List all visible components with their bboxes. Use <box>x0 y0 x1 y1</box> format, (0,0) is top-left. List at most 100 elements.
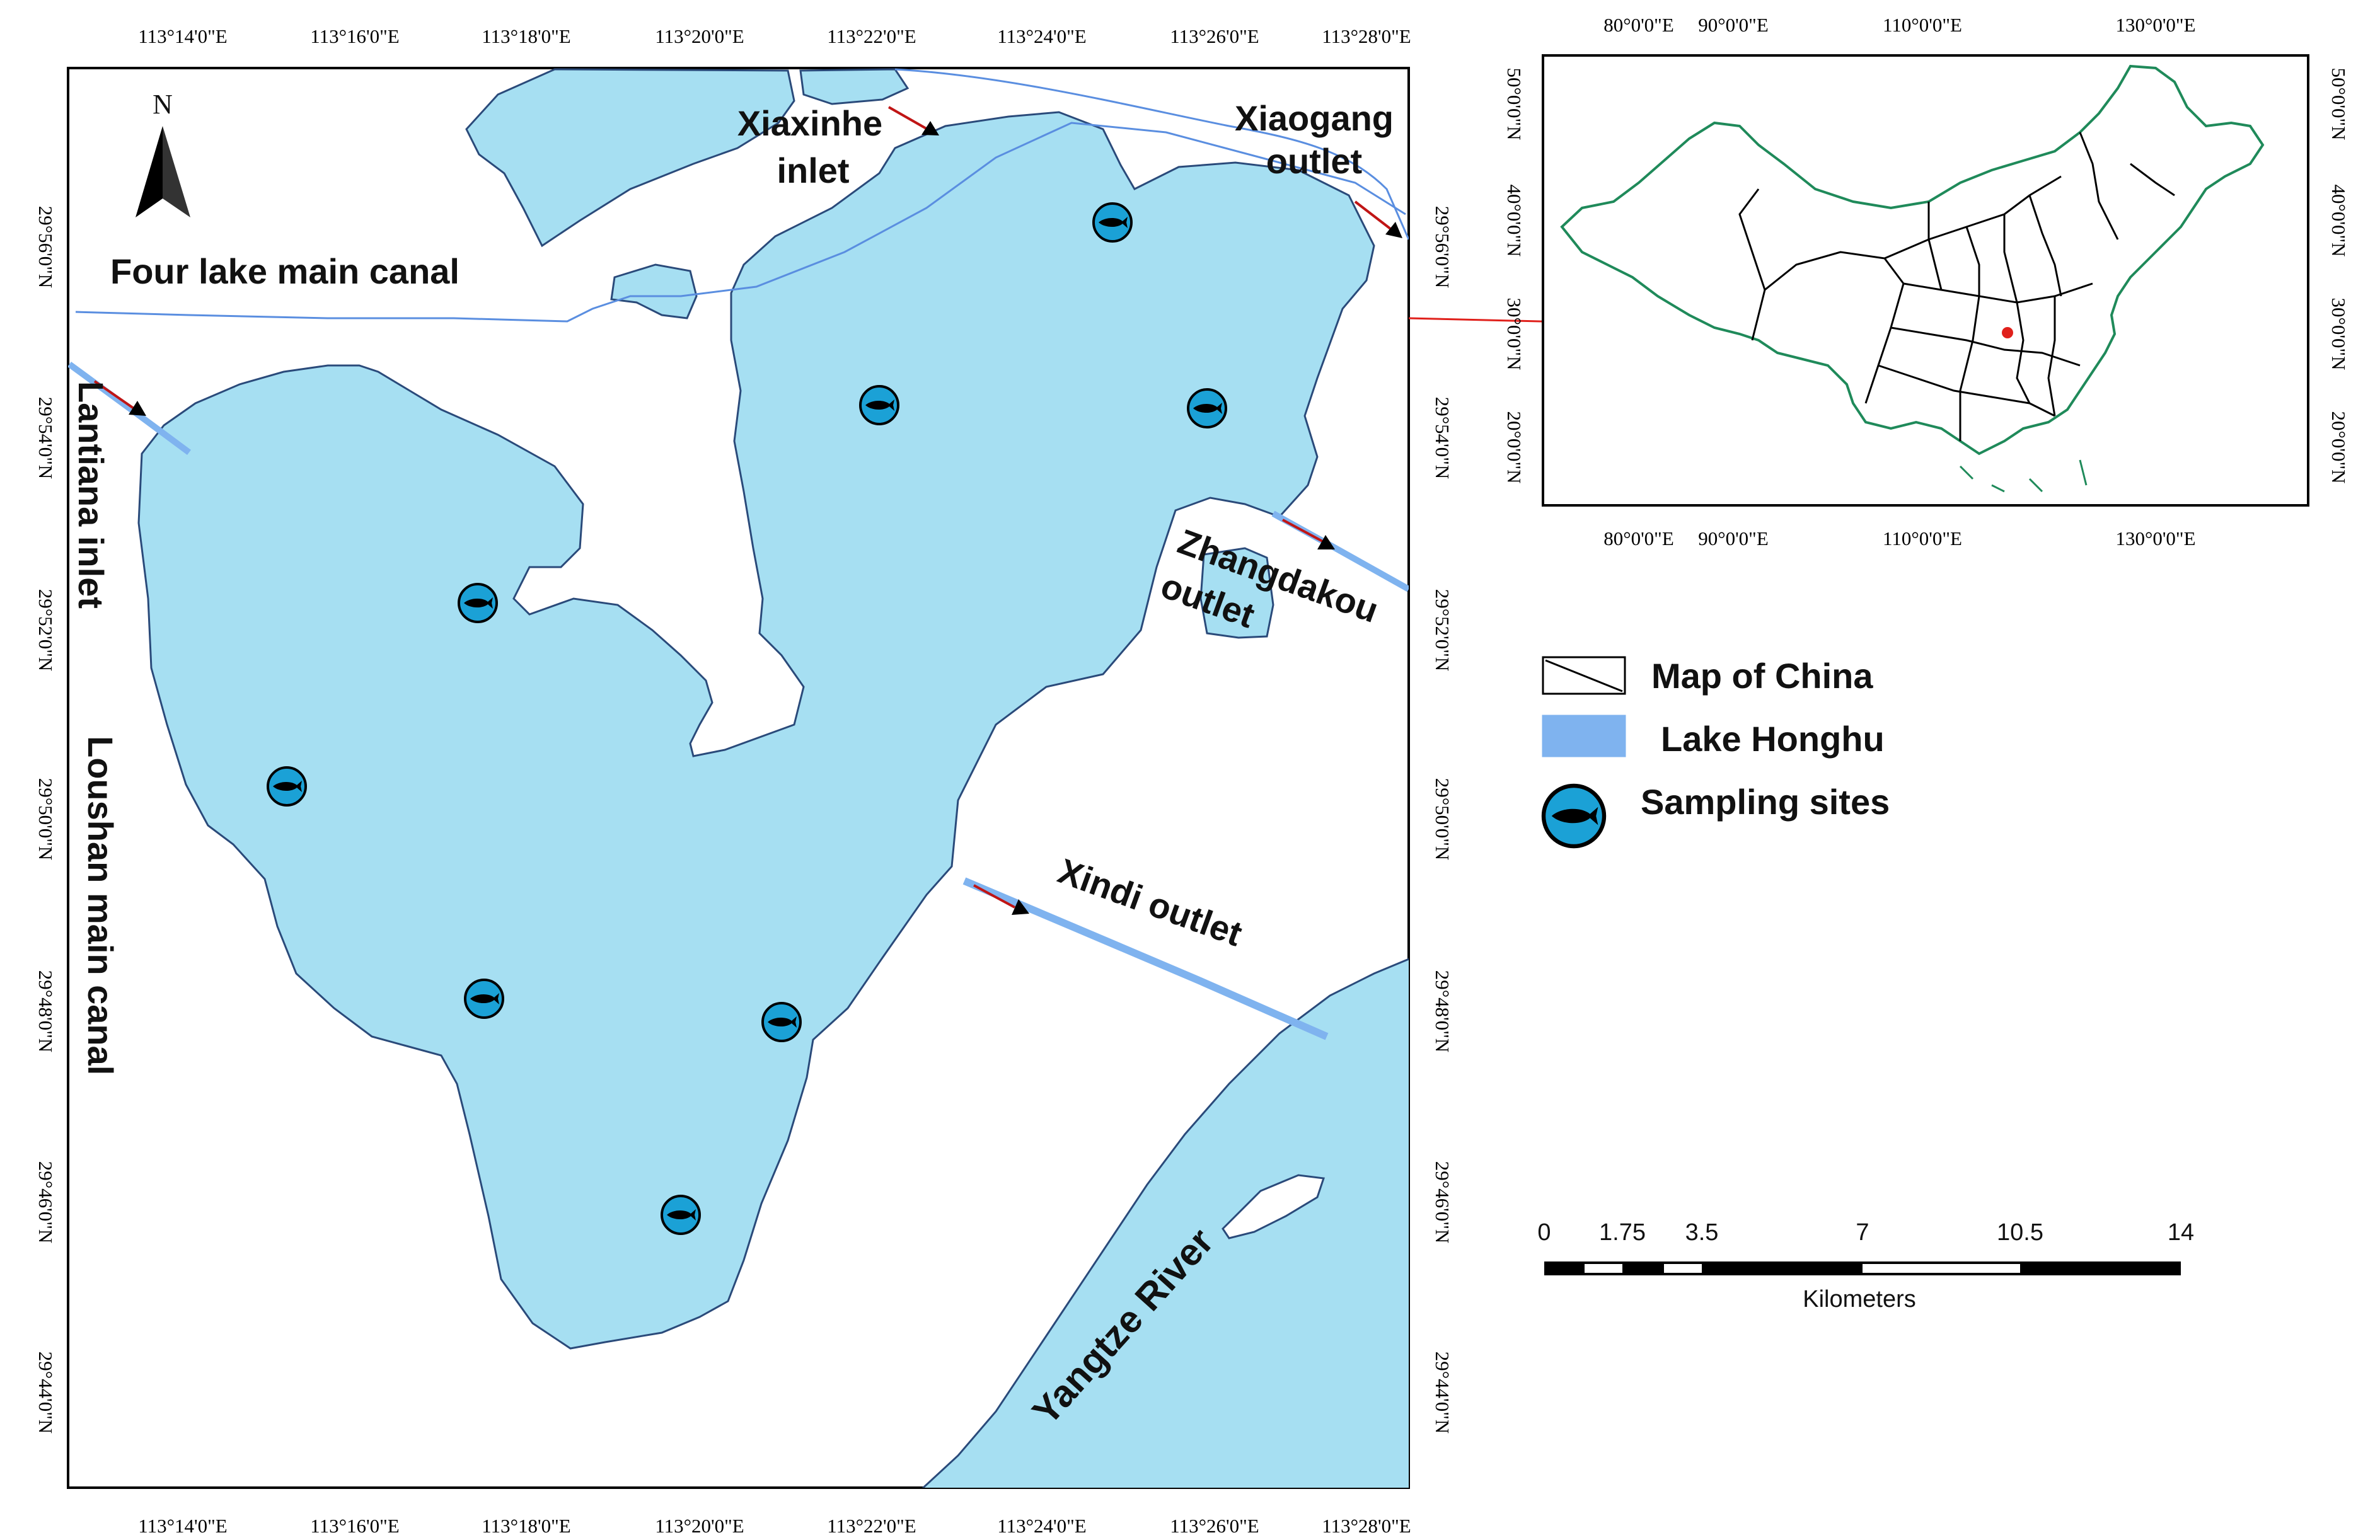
yangtze-river <box>921 958 1409 1488</box>
inset-x-tick-bottom: 90°0'0"E <box>1698 527 1769 549</box>
legend: Map of China Lake Honghu Sampling sites <box>1543 656 1890 846</box>
x-tick-bottom: 113°22'0"E <box>827 1515 916 1537</box>
inset-x-tick-bottom: 110°0'0"E <box>1883 527 1962 549</box>
x-tick-top: 113°18'0"E <box>482 25 570 47</box>
north-arrow: N <box>136 89 190 217</box>
inset-x-tick-top: 80°0'0"E <box>1603 14 1674 36</box>
sampling-site-4 <box>458 583 498 623</box>
scale-seg <box>1664 1264 1702 1273</box>
x-tick-bottom: 113°20'0"E <box>655 1515 744 1537</box>
legend-label-china: Map of China <box>1651 656 1873 696</box>
xiaogang-label-2: outlet <box>1266 141 1362 181</box>
sampling-site-2 <box>859 385 899 425</box>
y-tick-left: 29°44'0"N <box>35 1352 57 1434</box>
sampling-site-3 <box>1187 388 1227 428</box>
y-tick-right: 29°54'0"N <box>1431 397 1453 480</box>
yangtze-island <box>1222 1174 1326 1239</box>
scale-seg <box>1585 1264 1622 1273</box>
china-map-icon-line <box>1545 659 1623 692</box>
y-tick-right: 29°50'0"N <box>1431 778 1453 861</box>
inset-x-tick-bottom: 130°0'0"E <box>2115 527 2195 549</box>
y-tick-right: 29°48'0"N <box>1431 970 1453 1053</box>
honghu-location-dot <box>2002 327 2013 338</box>
inset-y-tick-right: 50°0'0"N <box>2328 67 2350 140</box>
x-tick-top: 113°28'0"E <box>1322 25 1411 47</box>
main-map-ticks: 113°14'0"E 113°16'0"E 113°18'0"E 113°20'… <box>35 25 1453 1537</box>
x-tick-bottom: 113°24'0"E <box>997 1515 1086 1537</box>
x-tick-bottom: 113°26'0"E <box>1170 1515 1259 1537</box>
x-tick-bottom: 113°28'0"E <box>1322 1515 1411 1537</box>
legend-item-sites: Sampling sites <box>1544 782 1890 846</box>
north-lake <box>465 68 795 248</box>
scale-value: 1.75 <box>1599 1219 1646 1246</box>
sampling-site-5 <box>267 766 307 807</box>
inset-x-tick-bottom: 80°0'0"E <box>1603 527 1674 549</box>
inset-map-china: 80°0'0"E 90°0'0"E 110°0'0"E 130°0'0"E 80… <box>1503 14 2350 549</box>
lake-honghu <box>137 111 1375 1350</box>
sampling-site-7 <box>761 1002 802 1042</box>
scale-unit: Kilometers <box>1803 1286 1916 1313</box>
loushan-label: Loushan main canal <box>81 736 120 1075</box>
scale-value: 14 <box>2168 1219 2194 1246</box>
xiaogang-label-1: Xiaogang <box>1235 98 1394 138</box>
x-tick-top: 113°20'0"E <box>655 25 744 47</box>
y-tick-left: 29°56'0"N <box>35 206 57 289</box>
main-map: N Xiaxinhe inlet Xiaogang outlet Four la… <box>35 25 1453 1537</box>
y-tick-right: 29°46'0"N <box>1431 1161 1453 1244</box>
inset-y-tick-right: 40°0'0"N <box>2328 184 2350 256</box>
fish-site-icon <box>1544 786 1604 846</box>
lake-swatch <box>1542 715 1626 757</box>
four-lake-label: Four lake main canal <box>110 251 459 291</box>
x-tick-bottom: 113°14'0"E <box>138 1515 227 1537</box>
sampling-site-1 <box>1092 202 1133 243</box>
y-tick-left: 29°50'0"N <box>35 778 57 861</box>
inset-y-tick-left: 50°0'0"N <box>1503 67 1525 140</box>
y-tick-left: 29°52'0"N <box>35 589 57 672</box>
inset-x-tick-top: 130°0'0"E <box>2115 14 2195 36</box>
y-tick-left: 29°48'0"N <box>35 970 57 1053</box>
x-tick-top: 113°16'0"E <box>310 25 399 47</box>
inset-y-tick-left: 30°0'0"N <box>1503 297 1525 370</box>
legend-label-lake: Lake Honghu <box>1661 719 1885 759</box>
province-borders <box>1738 132 2175 441</box>
inset-x-tick-top: 110°0'0"E <box>1883 14 1962 36</box>
x-tick-top: 113°24'0"E <box>997 25 1086 47</box>
east-canal <box>894 68 1409 240</box>
inset-y-tick-left: 20°0'0"N <box>1503 411 1525 483</box>
scale-value: 10.5 <box>1997 1219 2043 1246</box>
sampling-site-6 <box>464 979 504 1019</box>
legend-item-lake: Lake Honghu <box>1542 715 1885 759</box>
x-tick-bottom: 113°16'0"E <box>310 1515 399 1537</box>
scale-bar: 0 1.75 3.5 7 10.5 14 Kilometers <box>1537 1219 2194 1313</box>
zhangdakou-pond <box>1199 547 1274 639</box>
x-tick-top: 113°22'0"E <box>827 25 916 47</box>
inset-y-tick-right: 20°0'0"N <box>2328 411 2350 483</box>
legend-label-sites: Sampling sites <box>1641 782 1890 822</box>
x-tick-top: 113°14'0"E <box>138 25 227 47</box>
y-tick-left: 29°46'0"N <box>35 1161 57 1244</box>
sampling-site-8 <box>661 1195 701 1235</box>
y-tick-left: 29°54'0"N <box>35 397 57 480</box>
lantiana-label: Lantiana inlet <box>71 381 111 609</box>
x-tick-top: 113°26'0"E <box>1170 25 1259 47</box>
north-label: N <box>153 89 173 120</box>
scale-value: 7 <box>1856 1219 1869 1246</box>
china-outline <box>1560 64 2265 456</box>
xiaxinhe-label-2: inlet <box>777 151 849 190</box>
flow-arrows <box>93 106 1402 915</box>
inset-x-tick-top: 90°0'0"E <box>1698 14 1769 36</box>
x-tick-bottom: 113°18'0"E <box>482 1515 570 1537</box>
legend-item-china: Map of China <box>1542 656 1873 696</box>
inset-y-tick-left: 40°0'0"N <box>1503 184 1525 256</box>
scale-value: 3.5 <box>1685 1219 1719 1246</box>
four-lake-canal <box>75 122 1406 323</box>
scale-value: 0 <box>1537 1219 1551 1246</box>
south-china-sea-islands <box>1959 459 2088 493</box>
inset-y-tick-right: 30°0'0"N <box>2328 297 2350 370</box>
xiaxinhe-label-1: Xiaxinhe <box>737 103 882 143</box>
scale-seg <box>1863 1264 2020 1273</box>
y-tick-right: 29°52'0"N <box>1431 589 1453 672</box>
water-bodies <box>68 68 1409 1488</box>
y-tick-right: 29°56'0"N <box>1431 206 1453 289</box>
